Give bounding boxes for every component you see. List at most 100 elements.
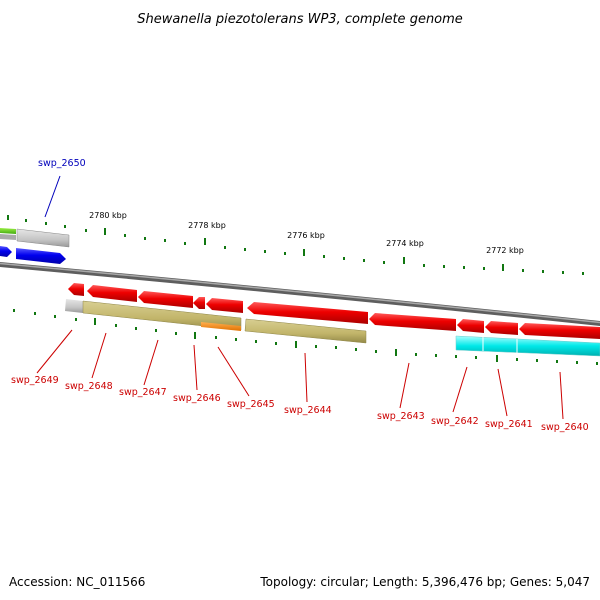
swp-2640-gene-arrow[interactable] <box>519 323 600 339</box>
tick-mark <box>194 332 196 339</box>
tick-mark <box>155 329 157 332</box>
swp-2650-gene-arrow[interactable] <box>16 248 66 264</box>
gene-label-swp-2650[interactable]: swp_2650 <box>38 158 86 169</box>
tick-mark <box>343 257 345 260</box>
scale-label-2772: 2772 kbp <box>486 246 524 255</box>
accession-text: Accession: NC_011566 <box>9 575 145 589</box>
gene-label-swp-2641[interactable]: swp_2641 <box>485 419 533 430</box>
scale-label-2780: 2780 kbp <box>89 211 127 220</box>
tick-mark <box>54 315 56 318</box>
scale-label-2774: 2774 kbp <box>386 239 424 248</box>
swp-2643-gene-arrow[interactable] <box>369 313 456 331</box>
tick-mark <box>496 355 498 362</box>
tick-mark <box>7 215 9 220</box>
lower-tick-marks <box>13 309 598 365</box>
tick-mark <box>375 350 377 353</box>
leader-line-swp-2643 <box>399 362 410 409</box>
leader-line-swp-2648 <box>91 332 107 379</box>
tick-mark <box>395 349 397 356</box>
tick-mark <box>403 257 405 264</box>
tick-mark <box>303 249 305 256</box>
swp-2648-gene-arrow[interactable] <box>87 285 137 302</box>
gene-label-swp-2648[interactable]: swp_2648 <box>65 381 113 392</box>
tick-mark <box>164 239 166 242</box>
swp-2649-gene-arrow[interactable] <box>68 283 84 296</box>
leader-line-swp-2647 <box>143 339 159 386</box>
tick-mark <box>335 346 337 349</box>
swp-2647-gene-arrow[interactable] <box>138 291 193 308</box>
leader-line-swp-2644 <box>304 352 308 403</box>
tick-mark <box>582 272 584 275</box>
tick-mark <box>423 264 425 267</box>
swp-2646-gene-arrow[interactable] <box>193 297 205 309</box>
tick-mark <box>25 219 27 222</box>
gene-label-swp-2646[interactable]: swp_2646 <box>173 393 221 404</box>
tick-mark <box>85 229 87 232</box>
tick-mark <box>323 255 325 258</box>
tick-mark <box>383 261 385 264</box>
tick-mark <box>244 248 246 251</box>
swp-2641-gene-arrow[interactable] <box>485 321 518 335</box>
leader-line-swp-2645 <box>217 346 250 397</box>
olive-similarity-bar-2 <box>244 318 367 344</box>
cyan-similarity-bar <box>455 335 600 357</box>
tick-mark <box>284 252 286 255</box>
tick-mark <box>13 309 15 312</box>
green-feature-bar <box>0 228 16 234</box>
genome-backbone-highlight <box>0 262 600 324</box>
tick-mark <box>516 358 518 361</box>
tick-mark <box>144 237 146 240</box>
tick-mark <box>463 266 465 269</box>
map-title: Shewanella piezotolerans WP3, complete g… <box>137 12 463 27</box>
tick-mark <box>45 222 47 225</box>
tick-mark <box>443 265 445 268</box>
tick-mark <box>562 271 564 274</box>
tick-mark <box>315 345 317 348</box>
gene-label-swp-2647[interactable]: swp_2647 <box>119 387 167 398</box>
swp-2642-gene-arrow[interactable] <box>457 319 484 333</box>
swp-2645-gene-arrow[interactable] <box>206 298 243 313</box>
scale-label-2776: 2776 kbp <box>287 231 325 240</box>
tick-mark <box>94 318 96 325</box>
swp-2650-similarity-bar <box>16 228 70 248</box>
leader-lines <box>36 175 564 420</box>
tick-mark <box>502 264 504 271</box>
tick-mark <box>215 336 217 339</box>
scale-label-2778: 2778 kbp <box>188 221 226 230</box>
tick-mark <box>576 361 578 364</box>
leader-line-swp-2641 <box>497 368 508 417</box>
gray-feature-bar <box>0 234 16 240</box>
swp-2644-gene-arrow[interactable] <box>247 302 368 324</box>
tick-mark <box>522 269 524 272</box>
leader-line-swp-2650 <box>44 175 61 218</box>
blue-gene-arrow-partial <box>0 246 12 257</box>
gene-label-swp-2644[interactable]: swp_2644 <box>284 405 332 416</box>
tick-mark <box>536 359 538 362</box>
gene-label-swp-2649[interactable]: swp_2649 <box>11 375 59 386</box>
tick-mark <box>596 362 598 365</box>
tick-mark <box>255 340 257 343</box>
gene-label-swp-2645[interactable]: swp_2645 <box>227 399 275 410</box>
tick-mark <box>275 342 277 345</box>
tick-mark <box>175 332 177 335</box>
leader-line-swp-2649 <box>36 329 73 374</box>
gene-label-swp-2640[interactable]: swp_2640 <box>541 422 589 433</box>
tick-mark <box>355 348 357 351</box>
tick-mark <box>224 246 226 249</box>
tick-mark <box>104 228 106 235</box>
tick-mark <box>204 238 206 245</box>
gene-labels: swp_2650 swp_2649 swp_2648 swp_2647 swp_… <box>11 158 589 433</box>
gene-label-swp-2642[interactable]: swp_2642 <box>431 416 479 427</box>
tick-mark <box>264 250 266 253</box>
tick-mark <box>483 267 485 270</box>
tick-mark <box>475 356 477 359</box>
tick-mark <box>435 354 437 357</box>
gray-similarity-bar <box>65 299 83 313</box>
tick-mark <box>455 355 457 358</box>
feature-bars <box>65 299 600 357</box>
tick-mark <box>64 225 66 228</box>
orange-similarity-bar <box>201 322 241 331</box>
tick-mark <box>235 338 237 341</box>
gene-label-swp-2643[interactable]: swp_2643 <box>377 411 425 422</box>
